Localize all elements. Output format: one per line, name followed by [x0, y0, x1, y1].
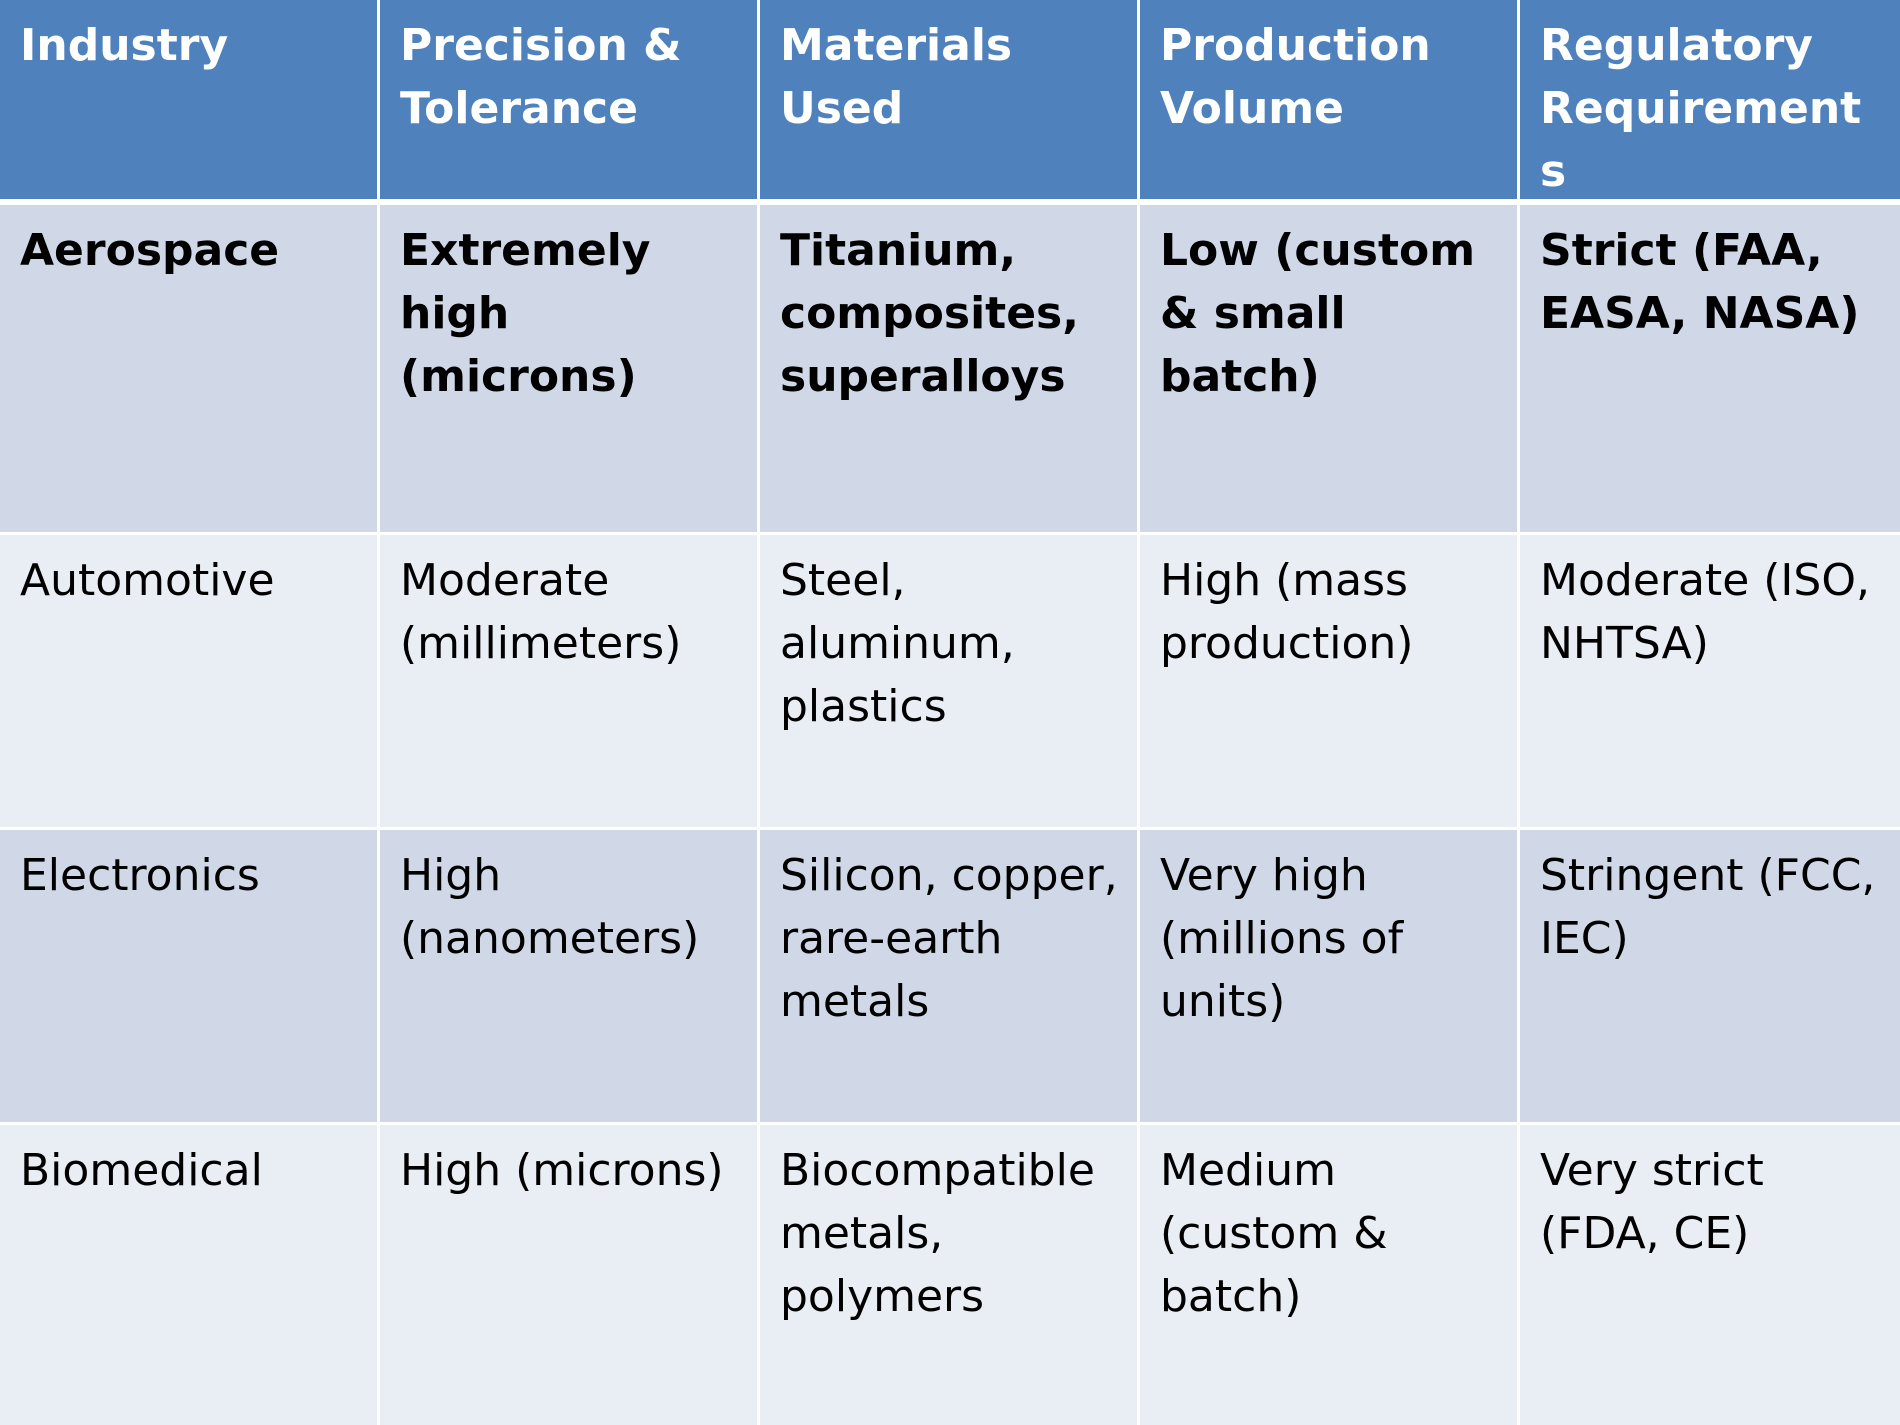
cell-biomedical-regulatory: Very strict (FDA, CE)	[1520, 1125, 1900, 1425]
cell-aerospace-volume: Low (custom & small batch)	[1140, 205, 1520, 535]
cell-biomedical-volume: Medium (custom & batch)	[1140, 1125, 1520, 1425]
cell-automotive-precision: Moderate (millimeters)	[380, 535, 760, 830]
cell-automotive-regulatory: Moderate (ISO, NHTSA)	[1520, 535, 1900, 830]
header-regulatory-requirements: Regulatory Requirements	[1520, 0, 1900, 205]
header-materials-used: Materials Used	[760, 0, 1140, 205]
cell-electronics-industry: Electronics	[0, 830, 380, 1125]
cell-biomedical-industry: Biomedical	[0, 1125, 380, 1425]
cell-biomedical-materials: Biocompatible metals, polymers	[760, 1125, 1140, 1425]
cell-biomedical-precision: High (microns)	[380, 1125, 760, 1425]
header-production-volume: Production Volume	[1140, 0, 1520, 205]
cell-electronics-volume: Very high (millions of units)	[1140, 830, 1520, 1125]
header-precision-tolerance: Precision & Tolerance	[380, 0, 760, 205]
cell-electronics-regulatory: Stringent (FCC, IEC)	[1520, 830, 1900, 1125]
cell-automotive-industry: Automotive	[0, 535, 380, 830]
cell-aerospace-materials: Titanium, composites, superalloys	[760, 205, 1140, 535]
cell-aerospace-precision: Extremely high (microns)	[380, 205, 760, 535]
cell-electronics-precision: High (nanometers)	[380, 830, 760, 1125]
cell-automotive-volume: High (mass production)	[1140, 535, 1520, 830]
header-industry: Industry	[0, 0, 380, 205]
cell-aerospace-industry: Aerospace	[0, 205, 380, 535]
cell-aerospace-regulatory: Strict (FAA, EASA, NASA)	[1520, 205, 1900, 535]
cell-electronics-materials: Silicon, copper, rare-earth metals	[760, 830, 1140, 1125]
cell-automotive-materials: Steel, aluminum, plastics	[760, 535, 1140, 830]
